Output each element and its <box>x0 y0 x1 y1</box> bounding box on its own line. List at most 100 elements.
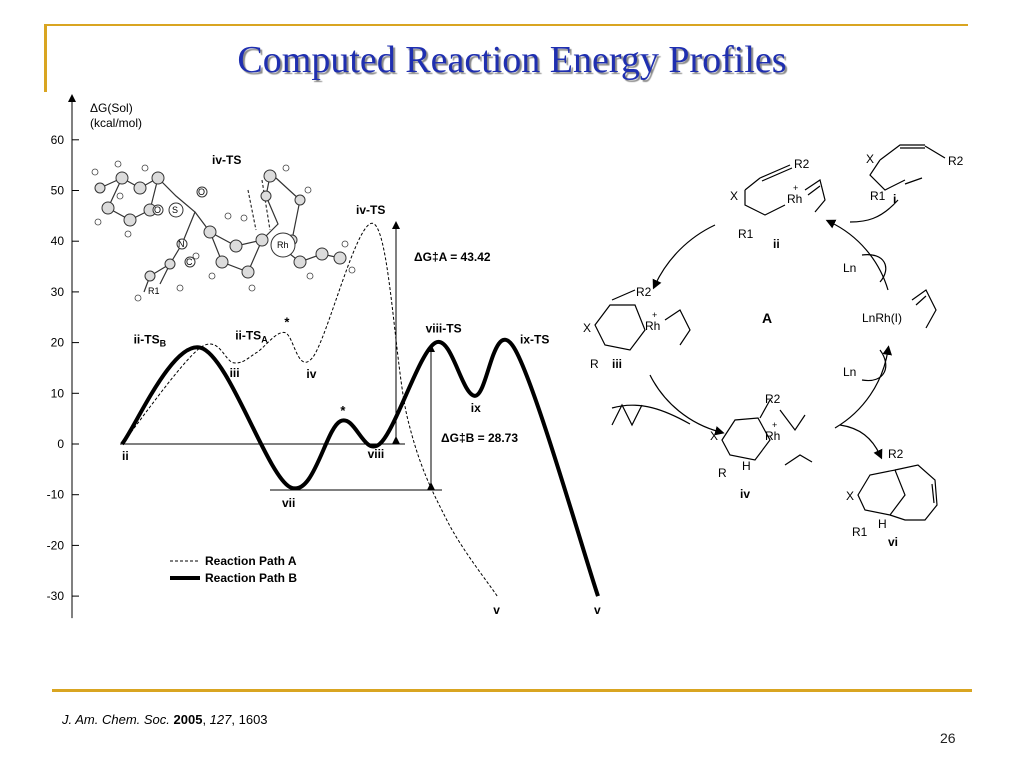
vi-eight-ring-bonds <box>889 464 938 521</box>
citation-volume: 127 <box>209 712 232 727</box>
chart-legend: Reaction Path A Reaction Path B <box>170 554 297 585</box>
point-label: vii <box>282 496 295 510</box>
point-label: * <box>340 403 346 418</box>
citation-journal: J. Am. Chem. Soc. <box>62 712 170 727</box>
page-number: 26 <box>940 730 956 746</box>
point-label: viii <box>368 447 385 461</box>
nitrogen-atom-circle <box>176 238 188 250</box>
vi-r1: R1 <box>852 525 868 539</box>
butadiene-bonds <box>611 403 643 427</box>
ln-bottom-label: Ln <box>843 365 856 379</box>
iii-x: X <box>583 321 591 335</box>
point-label: iii <box>230 366 240 380</box>
iv-plus: + <box>772 420 777 430</box>
vi-five-ring-bonds <box>857 469 906 516</box>
iii-r2: R2 <box>636 285 652 299</box>
footer-rule <box>52 689 972 692</box>
citation-year: 2005 <box>173 712 203 727</box>
product-release-arrow <box>839 424 883 460</box>
ii-rh: Rh <box>787 192 802 206</box>
ii-bonds <box>744 164 793 216</box>
catalytic-cycle <box>594 144 946 521</box>
rhodium-atom-circle <box>270 232 296 258</box>
citation: J. Am. Chem. Soc. 2005, 127, 1603 <box>62 712 268 727</box>
point-label: * <box>284 314 290 329</box>
sulfur-atom-circle <box>168 202 184 218</box>
i-alkyne-bonds <box>879 144 946 161</box>
vi-x: X <box>846 489 854 503</box>
iii-ring-bonds <box>594 289 646 351</box>
ii-label: ii <box>773 237 780 251</box>
atom-label-c: C <box>186 257 193 267</box>
legend-label-path-a: Reaction Path A <box>205 554 297 568</box>
y-tick-label: 0 <box>57 437 64 451</box>
ts-model-label: iv-TS <box>212 153 241 167</box>
y-tick-label: 50 <box>51 184 65 198</box>
vi-double-bond <box>931 483 935 504</box>
butadiene-entry-arrow <box>611 404 691 425</box>
iii-rh: Rh <box>645 319 660 333</box>
i-chain-bonds <box>869 159 923 191</box>
point-label: iv-TS <box>356 203 385 217</box>
series-path-a <box>121 223 498 597</box>
iv-ligand-bonds <box>779 409 813 466</box>
atom-label-r1: R1 <box>148 286 160 296</box>
iii-diene-bonds <box>664 309 691 346</box>
barrier-label-a: ΔG‡A = 43.42 <box>414 250 491 264</box>
iv-x: X <box>710 429 718 443</box>
iv-label: iv <box>740 487 750 501</box>
iii-label: iii <box>612 357 622 371</box>
point-label: viii-TS <box>426 322 462 336</box>
ln-release-arrow <box>861 254 887 283</box>
ii-r1: R1 <box>738 227 754 241</box>
i-x: X <box>866 152 874 166</box>
citation-pages: 1603 <box>238 712 268 727</box>
substrate-entry-arrow <box>849 199 899 223</box>
y-axis-label-line2: (kcal/mol) <box>90 116 142 130</box>
cycle-arrow-ii-to-iii <box>652 224 716 290</box>
ii-x: X <box>730 189 738 203</box>
iv-r2: R2 <box>765 392 781 406</box>
barrier-label-b: ΔG‡B = 28.73 <box>441 431 518 445</box>
atom-label-s: S <box>172 205 178 215</box>
atom-label-n: N <box>178 239 185 249</box>
legend-label-path-b: Reaction Path B <box>205 571 297 585</box>
vi-r2: R2 <box>888 447 904 461</box>
ts-molecular-model <box>99 175 341 293</box>
iv-r: R <box>718 466 727 480</box>
point-label: v <box>594 603 601 617</box>
cycle-arrow-iii-to-iv <box>649 374 725 436</box>
y-tick-label: 10 <box>51 386 65 400</box>
series-path-b <box>120 337 600 597</box>
cycle-arrow-cat-to-ii <box>825 219 889 291</box>
oxygen-atom-circle-1 <box>152 204 164 216</box>
atom-label-rh: Rh <box>277 240 289 250</box>
page-title: Computed Reaction Energy Profiles <box>237 39 787 81</box>
iv-rh: Rh <box>765 429 780 443</box>
point-label: ii-TSB <box>134 333 167 349</box>
carbon-atom-circle <box>184 256 196 268</box>
vi-label: vi <box>888 535 898 549</box>
catalyst-diene-bonds <box>911 289 937 329</box>
iv-h: H <box>742 459 751 473</box>
point-label: iv <box>306 367 316 381</box>
oxygen-atom-circle-2 <box>196 186 208 198</box>
iii-plus: + <box>652 310 657 320</box>
catalyst-label: LnRh(I) <box>862 311 902 325</box>
point-label: v <box>493 603 500 617</box>
ii-plus: + <box>793 183 798 193</box>
ii-r2: R2 <box>794 157 810 171</box>
i-r1: R1 <box>870 189 886 203</box>
iv-ring-bonds <box>721 399 771 461</box>
i-r2: R2 <box>948 154 964 168</box>
point-label: ii-TSA <box>235 329 268 345</box>
vi-h: H <box>878 517 887 531</box>
i-label: i <box>893 192 896 206</box>
point-label: ix <box>471 401 481 415</box>
y-tick-label: 30 <box>51 285 65 299</box>
y-tick-label: -10 <box>47 488 65 502</box>
y-tick-label: -20 <box>47 538 65 552</box>
frame-left-bar <box>44 24 47 92</box>
y-tick-label: -30 <box>47 589 65 603</box>
